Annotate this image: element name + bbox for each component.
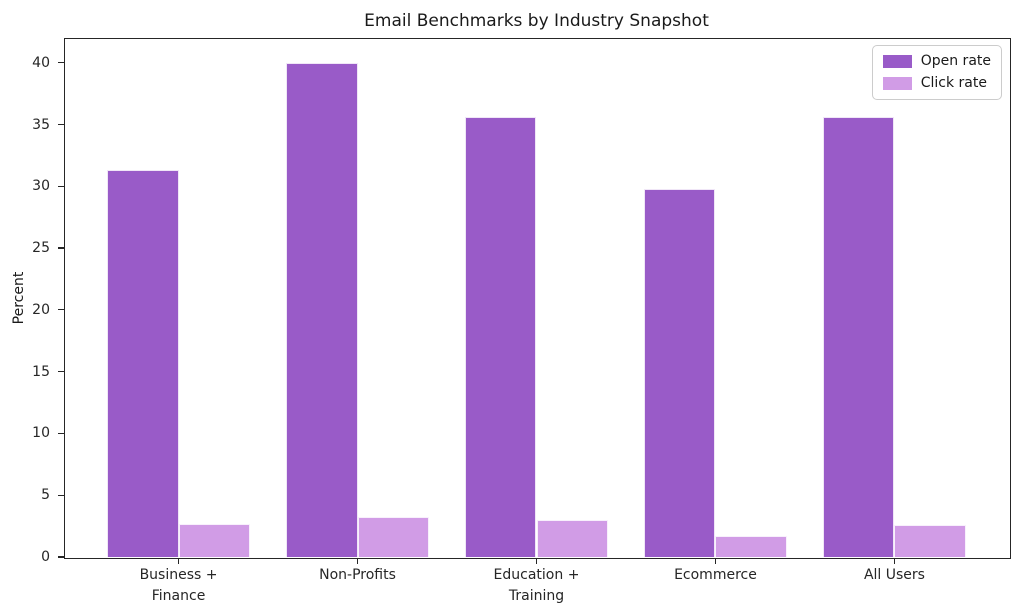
- x-tick-label-non-profits: Non-Profits: [319, 567, 396, 583]
- y-tick-mark-40: [58, 62, 64, 64]
- x-tick-label-ecommerce: Ecommerce: [674, 567, 757, 583]
- x-tick-mark-all-users: [893, 558, 896, 564]
- bar-open-rate-business-finance: [106, 170, 179, 557]
- y-tick-label-25: 25: [32, 240, 50, 257]
- y-tick-mark-30: [58, 185, 64, 187]
- y-tick-label-0: 0: [41, 549, 50, 565]
- y-axis-label: Percent: [11, 271, 27, 325]
- y-tick-label-20: 20: [32, 301, 50, 318]
- bar-click-rate-all-users: [894, 524, 967, 557]
- y-tick-label-10: 10: [32, 425, 50, 442]
- chart-title: Email Benchmarks by Industry Snapshot: [364, 11, 709, 31]
- y-tick-label-35: 35: [32, 116, 50, 133]
- y-tick-label-5: 5: [41, 487, 50, 504]
- legend-label-click-rate: Click rate: [920, 75, 987, 91]
- y-tick-label-40: 40: [32, 54, 50, 71]
- x-tick-mark-business-finance: [177, 558, 180, 564]
- y-tick-mark-15: [58, 371, 64, 373]
- legend: Open rate Click rate: [871, 45, 1002, 100]
- y-tick-mark-35: [58, 123, 64, 126]
- bar-open-rate-non-profits: [285, 62, 358, 557]
- bar-click-rate-business-finance: [178, 523, 251, 557]
- y-tick-mark-0: [58, 556, 64, 558]
- bar-click-rate-education-training: [536, 519, 609, 557]
- y-tick-label-30: 30: [32, 178, 50, 195]
- x-tick-label-business-finance: Business + Finance: [139, 567, 218, 604]
- legend-swatch-click-rate: [882, 77, 912, 90]
- y-tick-label-15: 15: [32, 363, 50, 380]
- bar-open-rate-ecommerce: [643, 188, 716, 557]
- y-tick-mark-25: [58, 247, 64, 249]
- bar-open-rate-education-training: [464, 117, 537, 557]
- x-tick-mark-non-profits: [356, 558, 359, 564]
- legend-entry-click-rate: Click rate: [882, 75, 991, 91]
- x-tick-mark-ecommerce: [714, 558, 717, 564]
- bar-click-rate-ecommerce: [715, 535, 788, 557]
- legend-label-open-rate: Open rate: [920, 53, 991, 69]
- y-tick-mark-5: [58, 494, 64, 496]
- bar-click-rate-non-profits: [357, 517, 430, 557]
- bar-open-rate-all-users: [822, 117, 895, 557]
- y-tick-mark-10: [58, 432, 64, 435]
- y-tick-mark-20: [58, 309, 64, 311]
- x-tick-mark-education-training: [535, 558, 538, 564]
- legend-entry-open-rate: Open rate: [882, 53, 991, 69]
- legend-swatch-open-rate: [882, 55, 912, 68]
- x-tick-label-all-users: All Users: [863, 567, 925, 583]
- x-tick-label-education-training: Education + Training: [493, 567, 580, 604]
